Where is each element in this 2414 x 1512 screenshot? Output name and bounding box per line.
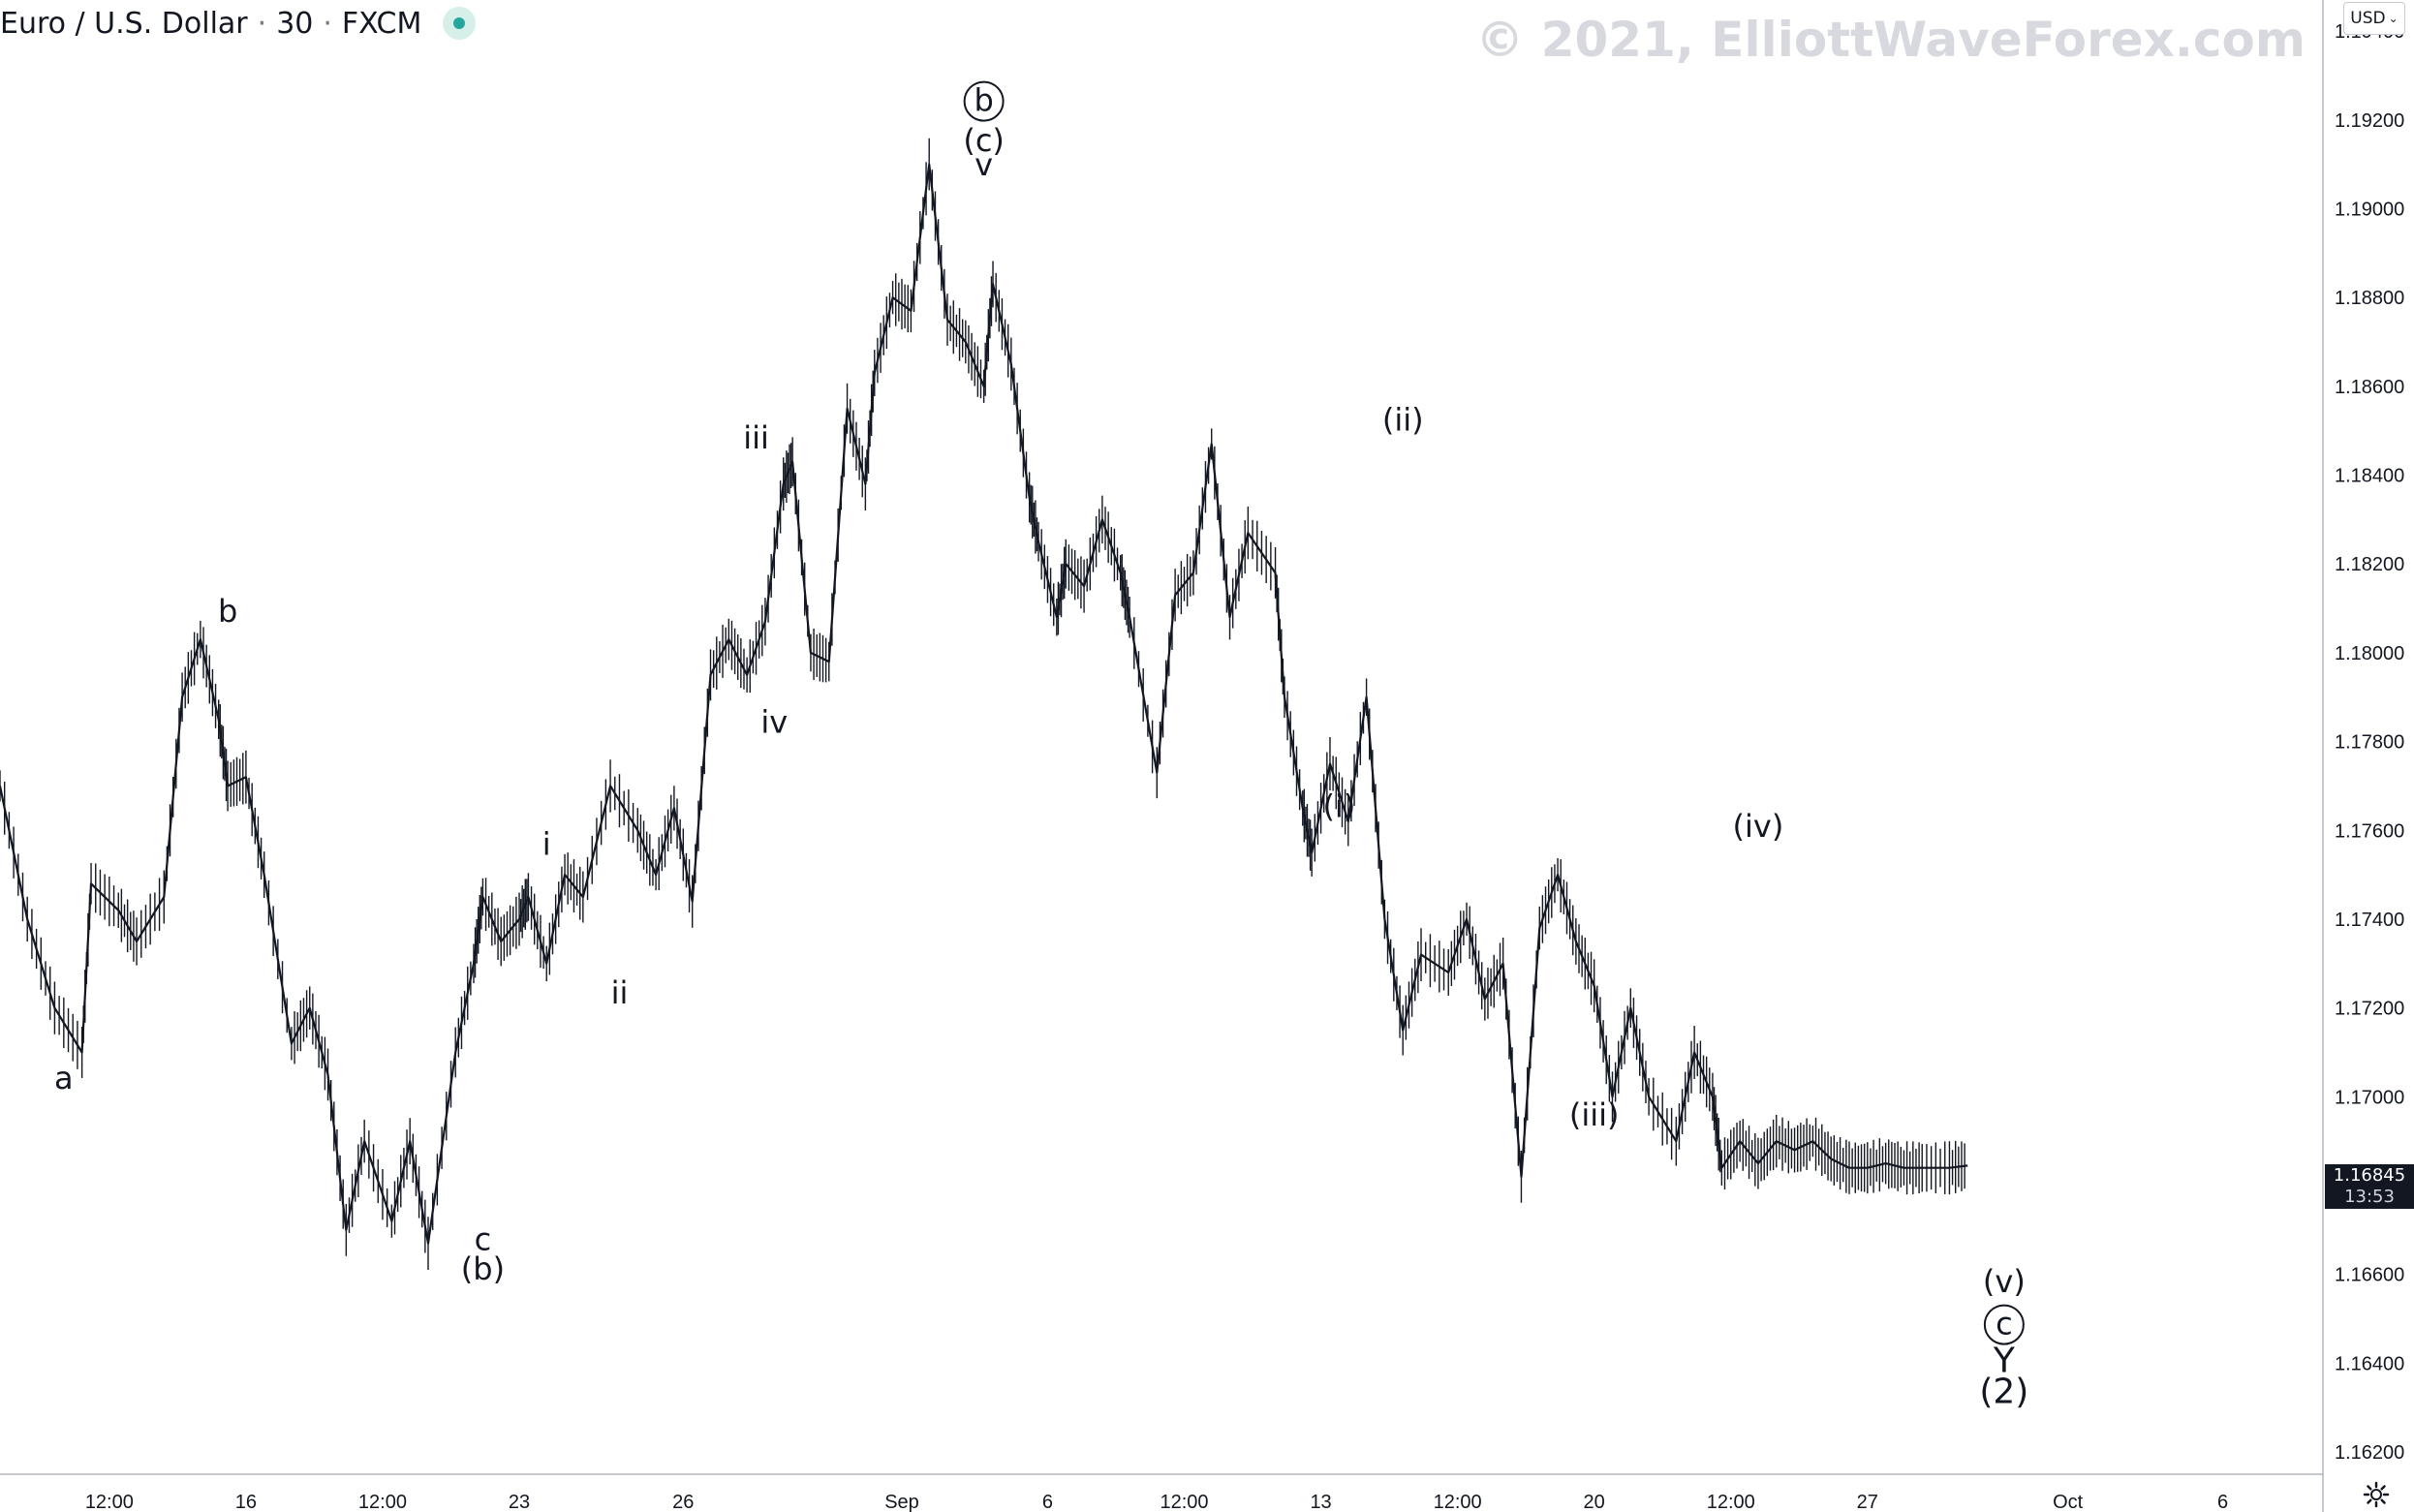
wave-label: v	[975, 146, 993, 183]
gear-icon[interactable]	[2362, 1480, 2391, 1509]
price-tick-label: 1.17000	[2335, 1087, 2404, 1108]
wave-label: b	[974, 82, 993, 119]
price-tick-label: 1.18400	[2335, 466, 2404, 487]
price-tick-label: 1.17800	[2335, 732, 2404, 754]
price-tick-label: 1.16600	[2335, 1265, 2404, 1286]
header-separator: ·	[323, 6, 332, 41]
wave-label: (i)	[1322, 788, 1355, 825]
wave-label: i	[542, 825, 551, 862]
wave-label: (ii)	[1382, 402, 1424, 439]
chevron-down-icon: ⌄	[2388, 12, 2399, 25]
time-tick-label: 6	[1042, 1492, 1053, 1512]
time-tick-label: 12:00	[1707, 1492, 1755, 1512]
price-tick-label: 1.16400	[2335, 1353, 2404, 1374]
market-status-icon[interactable]	[443, 7, 477, 40]
time-tick-label: 12:00	[1160, 1492, 1208, 1512]
wave-label: (v)	[1983, 1263, 2026, 1300]
bar-countdown: 13:53	[2344, 1187, 2395, 1207]
time-tick-label: 12:00	[358, 1492, 407, 1512]
wave-label: (b)	[461, 1250, 505, 1287]
wave-label: iii	[743, 419, 769, 456]
interval-label[interactable]: 30	[276, 6, 314, 41]
price-tick-label: 1.17400	[2335, 910, 2404, 931]
time-tick-label: 12:00	[85, 1492, 134, 1512]
header-separator: ·	[257, 6, 267, 41]
exchange-label: FXCM	[341, 6, 422, 41]
symbol-header[interactable]: Euro / U.S. Dollar · 30 · FXCM	[0, 4, 477, 43]
time-tick-label: 16	[235, 1492, 257, 1512]
wave-label: (iv)	[1733, 808, 1784, 845]
currency-label: USD	[2350, 9, 2386, 28]
time-tick-label: 26	[672, 1492, 694, 1512]
wave-label: (c)	[963, 122, 1005, 159]
price-tick-label: 1.19200	[2335, 110, 2404, 132]
price-line	[0, 163, 1968, 1245]
price-tick-label: 1.17200	[2335, 999, 2404, 1020]
last-price-badge: 1.16845 13:53	[2325, 1164, 2414, 1209]
price-tick-label: 1.18200	[2335, 554, 2404, 575]
time-tick-label: 6	[2217, 1492, 2228, 1512]
wave-label-circle	[1983, 1304, 2025, 1345]
currency-button[interactable]: USD ⌄	[2343, 2, 2405, 35]
time-tick-label: 27	[1857, 1492, 1878, 1512]
time-tick-label: 23	[509, 1492, 530, 1512]
price-tick-label: 1.17600	[2335, 820, 2404, 842]
price-tick-label: 1.16200	[2335, 1442, 2404, 1464]
time-tick-label: 20	[1584, 1492, 1605, 1512]
wave-label: iv	[760, 703, 788, 740]
wave-label: c	[1996, 1306, 2013, 1342]
wave-label-circle	[963, 80, 1005, 122]
wave-label: a	[54, 1060, 74, 1096]
time-tick-label: Oct	[2053, 1492, 2084, 1512]
price-tick-label: 1.18000	[2335, 643, 2404, 664]
wave-label: ii	[611, 974, 629, 1011]
time-tick-label: Sep	[884, 1492, 919, 1512]
price-tick-label: 1.18600	[2335, 377, 2404, 398]
wave-label: (2)	[1979, 1373, 2028, 1412]
watermark: © 2021, ElliottWaveForex.com	[1475, 12, 2306, 68]
time-tick-label: 12:00	[1434, 1492, 1482, 1512]
wave-label: (iii)	[1569, 1096, 1620, 1133]
symbol-name[interactable]: Euro / U.S. Dollar	[0, 6, 248, 41]
wave-label: Y	[1993, 1342, 2016, 1381]
price-tick-label: 1.19000	[2335, 199, 2404, 220]
wave-label: b	[218, 593, 237, 630]
last-price-value: 1.16845	[2333, 1165, 2406, 1186]
time-tick-label: 13	[1310, 1492, 1331, 1512]
price-tick-label: 1.18800	[2335, 288, 2404, 309]
wave-label: c	[475, 1220, 492, 1257]
